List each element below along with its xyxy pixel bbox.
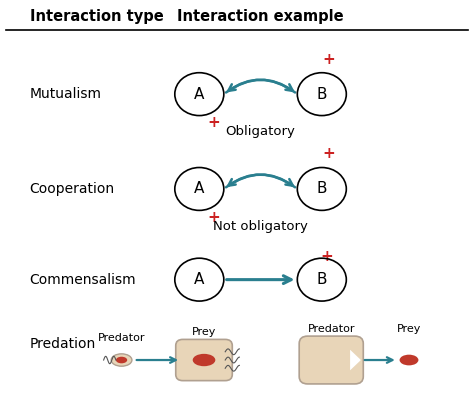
Text: B: B: [317, 181, 327, 196]
Text: Not obligatory: Not obligatory: [213, 220, 308, 232]
Text: B: B: [317, 87, 327, 102]
Text: Obligatory: Obligatory: [226, 125, 295, 138]
FancyArrowPatch shape: [226, 175, 293, 187]
Text: +: +: [320, 249, 333, 264]
Text: Cooperation: Cooperation: [30, 182, 115, 196]
Text: Predator: Predator: [98, 333, 146, 343]
Text: +: +: [207, 210, 220, 225]
Text: +: +: [207, 115, 220, 130]
Ellipse shape: [116, 357, 127, 363]
FancyArrowPatch shape: [365, 357, 392, 363]
Text: Interaction example: Interaction example: [177, 9, 344, 24]
Text: B: B: [317, 272, 327, 287]
Text: Predator: Predator: [308, 325, 355, 334]
Text: +: +: [322, 146, 335, 161]
Text: Prey: Prey: [397, 325, 421, 334]
Text: Predation: Predation: [30, 337, 96, 351]
Text: A: A: [194, 87, 204, 102]
FancyArrowPatch shape: [227, 276, 291, 283]
Ellipse shape: [193, 354, 215, 366]
Polygon shape: [350, 350, 361, 370]
FancyArrowPatch shape: [226, 80, 293, 93]
FancyBboxPatch shape: [176, 339, 232, 381]
Text: Commensalism: Commensalism: [30, 273, 137, 287]
Ellipse shape: [400, 355, 419, 365]
Ellipse shape: [111, 354, 132, 366]
Text: +: +: [322, 51, 335, 66]
FancyBboxPatch shape: [299, 336, 363, 384]
FancyArrowPatch shape: [228, 175, 295, 187]
FancyArrowPatch shape: [228, 80, 295, 93]
Text: Interaction type: Interaction type: [30, 9, 164, 24]
Text: Prey: Prey: [192, 327, 216, 337]
Text: Mutualism: Mutualism: [30, 87, 101, 101]
FancyArrowPatch shape: [137, 357, 176, 363]
Text: A: A: [194, 272, 204, 287]
Text: A: A: [194, 181, 204, 196]
